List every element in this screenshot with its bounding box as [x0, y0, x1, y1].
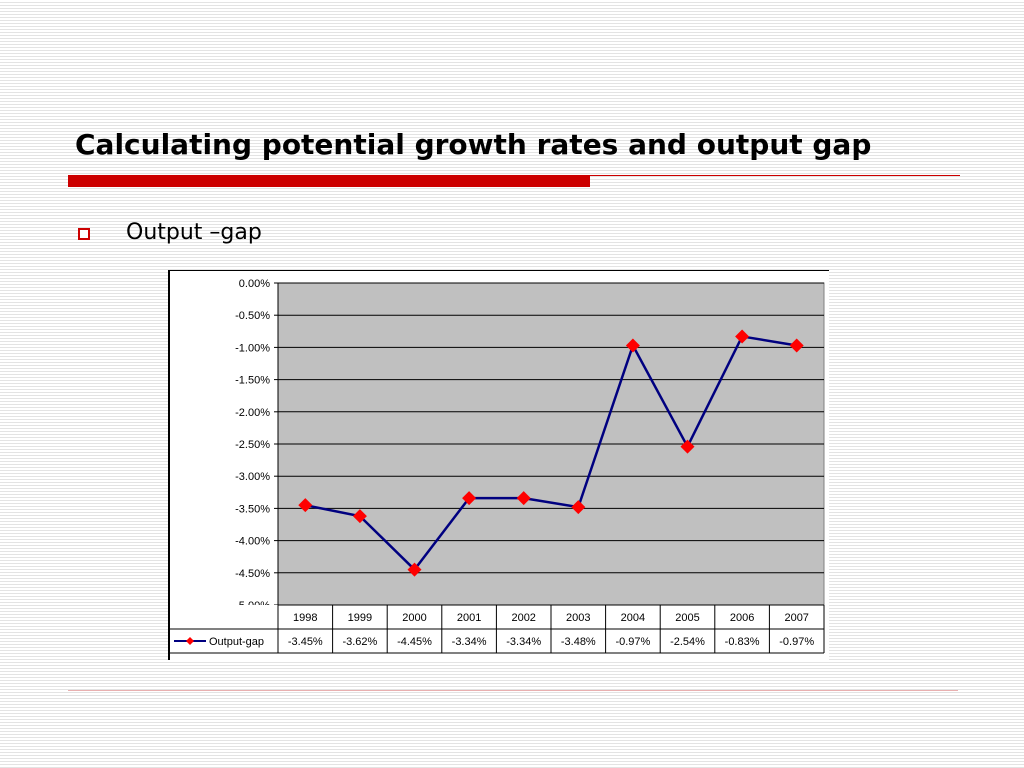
x-category-label: 2006 — [730, 612, 754, 624]
x-category-label: 2001 — [457, 612, 481, 624]
x-category-label: 2002 — [511, 612, 535, 624]
data-table-value: -3.34% — [506, 636, 541, 648]
y-tick-label: -1.50% — [235, 375, 270, 387]
title-underline-bar — [68, 175, 590, 187]
data-table-value: -0.97% — [615, 636, 650, 648]
data-table-value: -0.97% — [779, 636, 814, 648]
bullet-square-icon — [78, 228, 90, 240]
series-line-output-gap — [305, 335, 797, 572]
y-tick-label: -4.50% — [235, 568, 270, 580]
data-point-marker — [352, 509, 367, 524]
x-category-label: 2004 — [621, 612, 645, 624]
data-point-marker — [407, 562, 422, 577]
x-category-label: 2000 — [402, 612, 426, 624]
x-category-label: 1999 — [348, 612, 372, 624]
data-table-value: -3.45% — [288, 636, 323, 648]
y-tick-label: -3.50% — [235, 503, 270, 515]
bullet-text: Output –gap — [126, 220, 262, 245]
data-point-marker — [571, 500, 586, 515]
data-point-marker — [625, 338, 640, 353]
y-tick-label: -2.50% — [235, 439, 270, 451]
data-table-value: -3.48% — [561, 636, 596, 648]
data-point-marker — [735, 329, 750, 344]
data-point-marker — [298, 498, 313, 513]
y-tick-label: -2.00% — [235, 407, 270, 419]
data-table-value: -3.62% — [342, 636, 377, 648]
output-gap-chart: 0.00% -0.50% -1.00% -1.50% -2.00% -2.50% -3.00… — [168, 270, 829, 660]
x-category-label: 2007 — [784, 612, 808, 624]
data-table-value: -2.54% — [670, 636, 705, 648]
legend-diamond-marker — [186, 637, 194, 645]
y-tick-label: 0.00% — [239, 278, 270, 290]
data-point-marker — [462, 491, 477, 506]
data-point-marker — [789, 338, 804, 353]
data-table-value: -0.83% — [725, 636, 760, 648]
legend-label: Output-gap — [209, 636, 264, 648]
slide-title: Calculating potential growth rates and o… — [75, 128, 872, 161]
data-table-value: -3.34% — [452, 636, 487, 648]
data-table-value: -4.45% — [397, 636, 432, 648]
x-category-label: 2005 — [675, 612, 699, 624]
x-category-label: 2003 — [566, 612, 590, 624]
data-point-marker — [680, 439, 695, 454]
footer-rule — [68, 690, 958, 691]
chart-canvas: 0.00% -0.50% -1.00% -1.50% -2.00% -2.50% -3.00… — [170, 278, 825, 654]
data-point-marker — [516, 491, 531, 506]
y-tick-label: -0.50% — [235, 310, 270, 322]
y-tick-label: -4.00% — [235, 536, 270, 548]
y-tick-label: -1.00% — [235, 342, 270, 354]
x-category-label: 1998 — [293, 612, 317, 624]
title-underline-rule — [590, 175, 960, 176]
y-tick-label: -3.00% — [235, 471, 270, 483]
